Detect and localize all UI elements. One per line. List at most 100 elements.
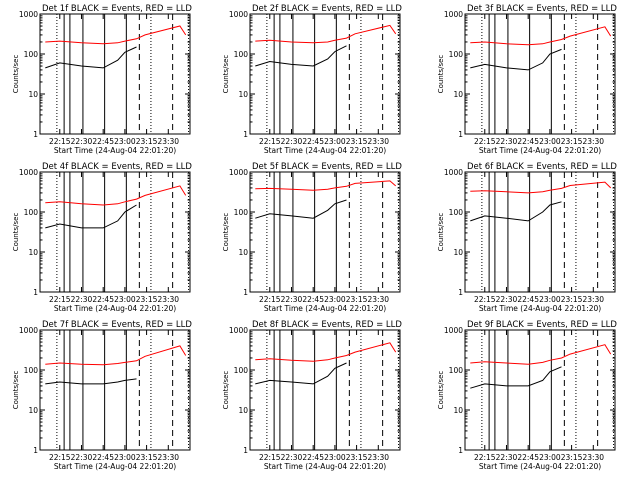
x-tick-label: 23:00 [539, 453, 561, 462]
y-tick-label: 1 [458, 130, 463, 139]
y-tick-label: 100 [24, 366, 39, 375]
x-axis-label: Start Time (24-Aug-04 22:01:20) [264, 146, 386, 155]
plot-frame [249, 171, 401, 293]
y-tick-label: 1000 [444, 168, 463, 177]
panel-title: Det 2f BLACK = Events, RED = LLD [252, 4, 402, 14]
series-line-lld [45, 185, 187, 206]
y-tick-label: 100 [24, 50, 39, 59]
x-tick-label: 22:30 [281, 295, 303, 304]
x-tick-label: 22:15 [49, 453, 71, 462]
y-tick-label: 10 [453, 248, 463, 257]
series-line-lld [255, 24, 397, 44]
y-axis-label: Counts/sec [437, 213, 445, 252]
y-tick-label: 1 [243, 288, 248, 297]
x-tick-label: 22:30 [71, 295, 93, 304]
x-tick-label: 22:45 [92, 453, 114, 462]
y-tick-label: 1000 [444, 326, 463, 335]
x-tick-label: 22:45 [302, 295, 324, 304]
plot-frame [39, 13, 191, 135]
y-tick-label: 1 [243, 130, 248, 139]
y-tick-label: 1000 [229, 10, 248, 19]
x-tick-label: 22:45 [517, 295, 539, 304]
x-tick-label: 23:15 [346, 137, 368, 146]
panel-title: Det 3f BLACK = Events, RED = LLD [467, 4, 617, 14]
y-tick-label: 1000 [19, 168, 38, 177]
series-line-events [45, 46, 137, 69]
y-tick-label: 10 [28, 248, 38, 257]
x-tick-label: 23:15 [561, 295, 583, 304]
x-tick-label: 23:00 [114, 137, 136, 146]
x-tick-label: 23:00 [539, 137, 561, 146]
x-tick-label: 22:30 [496, 453, 518, 462]
x-tick-label: 22:15 [474, 137, 496, 146]
x-tick-label: 23:15 [136, 295, 158, 304]
x-tick-label: 23:00 [114, 295, 136, 304]
y-tick-label: 1 [458, 446, 463, 455]
y-tick-label: 1 [33, 446, 38, 455]
panel-title: Det 4f BLACK = Events, RED = LLD [42, 162, 192, 172]
plot-frame [39, 329, 191, 451]
x-tick-label: 22:45 [517, 137, 539, 146]
x-tick-label: 23:00 [539, 295, 561, 304]
y-tick-label: 100 [234, 208, 249, 217]
panel-title: Det 5f BLACK = Events, RED = LLD [252, 162, 402, 172]
x-tick-label: 22:45 [92, 295, 114, 304]
y-tick-label: 1000 [444, 10, 463, 19]
y-tick-label: 10 [238, 248, 248, 257]
series-line-lld [255, 342, 397, 362]
series-line-lld [470, 181, 612, 194]
y-axis-label: Counts/sec [12, 371, 20, 410]
x-tick-label: 23:30 [582, 295, 604, 304]
x-tick-label: 23:30 [582, 137, 604, 146]
x-tick-label: 23:30 [157, 295, 179, 304]
y-tick-label: 1 [33, 288, 38, 297]
y-tick-label: 1000 [229, 326, 248, 335]
y-tick-label: 1 [33, 130, 38, 139]
x-tick-label: 23:15 [346, 453, 368, 462]
x-axis-label: Start Time (24-Aug-04 22:01:20) [264, 304, 386, 313]
series-line-lld [45, 25, 187, 45]
y-tick-label: 100 [449, 366, 464, 375]
chart-panel: Det 6f BLACK = Events, RED = LLD 1 10 100 10… [437, 162, 617, 313]
x-axis-label: Start Time (24-Aug-04 22:01:20) [54, 146, 176, 155]
plot-frame [464, 171, 616, 293]
x-tick-label: 22:45 [302, 137, 324, 146]
plot-frame [464, 329, 616, 451]
series-line-lld [45, 345, 187, 366]
chart-panel: Det 4f BLACK = Events, RED = LLD 1 10 100 10… [12, 162, 192, 313]
series-line-events [255, 362, 347, 385]
chart-panel: Det 3f BLACK = Events, RED = LLD 1 10 100 10… [437, 4, 617, 155]
chart-panel: Det 5f BLACK = Events, RED = LLD 1 10 100 10… [222, 162, 402, 313]
y-tick-label: 10 [28, 406, 38, 415]
x-tick-label: 22:30 [496, 295, 518, 304]
x-tick-label: 23:00 [324, 295, 346, 304]
series-line-events [45, 204, 137, 229]
panel-title: Det 1f BLACK = Events, RED = LLD [42, 4, 192, 14]
x-tick-label: 23:00 [324, 137, 346, 146]
x-axis-label: Start Time (24-Aug-04 22:01:20) [264, 462, 386, 471]
series-line-events [255, 199, 347, 219]
y-axis-label: Counts/sec [222, 213, 230, 252]
x-tick-label: 23:30 [367, 137, 389, 146]
x-axis-label: Start Time (24-Aug-04 22:01:20) [54, 462, 176, 471]
chart-panel: Det 1f BLACK = Events, RED = LLD 1 10 100 10… [12, 4, 192, 155]
y-tick-label: 1 [458, 288, 463, 297]
x-axis-label: Start Time (24-Aug-04 22:01:20) [479, 462, 601, 471]
x-tick-label: 22:15 [259, 137, 281, 146]
y-tick-label: 10 [453, 406, 463, 415]
y-axis-label: Counts/sec [222, 55, 230, 94]
x-tick-label: 23:15 [561, 453, 583, 462]
x-tick-label: 22:30 [281, 137, 303, 146]
x-tick-label: 22:30 [71, 453, 93, 462]
series-line-events [470, 366, 562, 389]
series-line-events [470, 201, 562, 222]
panel-title: Det 6f BLACK = Events, RED = LLD [467, 162, 617, 172]
x-tick-label: 22:15 [474, 453, 496, 462]
x-tick-label: 23:15 [136, 453, 158, 462]
x-tick-label: 23:00 [114, 453, 136, 462]
y-tick-label: 1000 [19, 326, 38, 335]
panel-title: Det 8f BLACK = Events, RED = LLD [252, 320, 402, 330]
y-axis-label: Counts/sec [437, 55, 445, 94]
x-tick-label: 22:45 [302, 453, 324, 462]
y-tick-label: 10 [28, 90, 38, 99]
